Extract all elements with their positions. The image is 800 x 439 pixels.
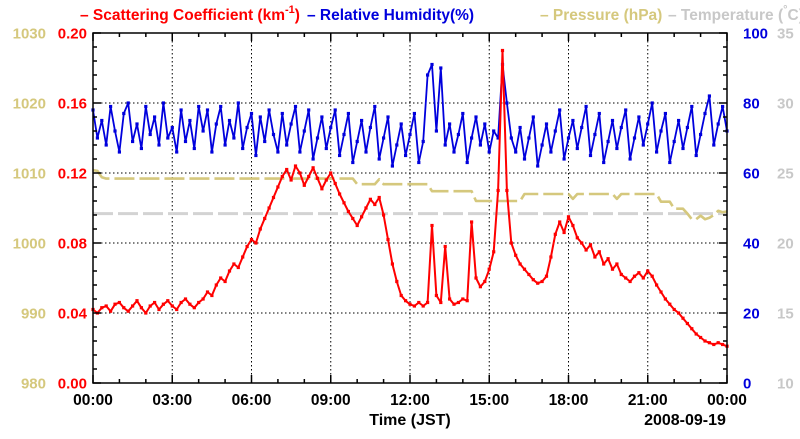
temperature-tick-label: 30	[777, 96, 794, 113]
scattering-tick-label: 0.20	[58, 26, 87, 43]
temperature-tick-label: 35	[777, 26, 794, 43]
x-tick-label: 00:00	[707, 392, 747, 409]
relative-humidity-markers	[91, 62, 729, 168]
pressure-tick-label: 1030	[13, 26, 46, 43]
scattering-tick-label: 0.12	[58, 166, 87, 183]
pressure-tick-label: 1000	[13, 236, 46, 253]
x-tick-label: 12:00	[390, 392, 430, 409]
x-tick-label: 06:00	[232, 392, 272, 409]
legend-item-pressure: – Pressure (hPa)	[540, 7, 662, 24]
scattering-tick-label: 0.00	[58, 376, 87, 393]
legend-item-scattering: – Scattering Coefficient (km-1)	[80, 4, 300, 24]
scattering-tick-label: 0.16	[58, 96, 87, 113]
humidity-tick-label: 80	[743, 96, 760, 113]
x-tick-label: 00:00	[73, 392, 113, 409]
pressure-tick-label: 980	[21, 376, 46, 393]
x-tick-label: 21:00	[628, 392, 668, 409]
x-tick-label: 09:00	[311, 392, 351, 409]
legend-item-temperature: – Temperature (°C)	[668, 4, 800, 24]
temperature-tick-label: 15	[777, 306, 794, 323]
humidity-tick-label: 60	[743, 166, 760, 183]
temperature-tick-label: 10	[777, 376, 794, 393]
legend-item-humidity: – Relative Humidity(%)	[307, 7, 474, 24]
pressure-tick-label: 1020	[13, 96, 46, 113]
x-tick-label: 18:00	[549, 392, 589, 409]
date-label: 2008-09-19	[644, 412, 726, 429]
temperature-tick-label: 20	[777, 236, 794, 253]
scattering-tick-label: 0.04	[58, 306, 88, 323]
scattering-tick-label: 0.08	[58, 236, 87, 253]
humidity-tick-label: 40	[743, 236, 760, 253]
temperature-tick-label: 25	[777, 166, 794, 183]
x-tick-label: 15:00	[469, 392, 509, 409]
pressure-line	[92, 168, 728, 221]
humidity-tick-label: 20	[743, 306, 760, 323]
x-axis-title: Time (JST)	[369, 412, 451, 429]
humidity-tick-label: 100	[743, 26, 768, 43]
x-tick-label: 03:00	[152, 392, 192, 409]
pressure-tick-label: 1010	[13, 166, 46, 183]
pressure-tick-label: 990	[21, 306, 46, 323]
humidity-tick-label: 0	[743, 376, 751, 393]
